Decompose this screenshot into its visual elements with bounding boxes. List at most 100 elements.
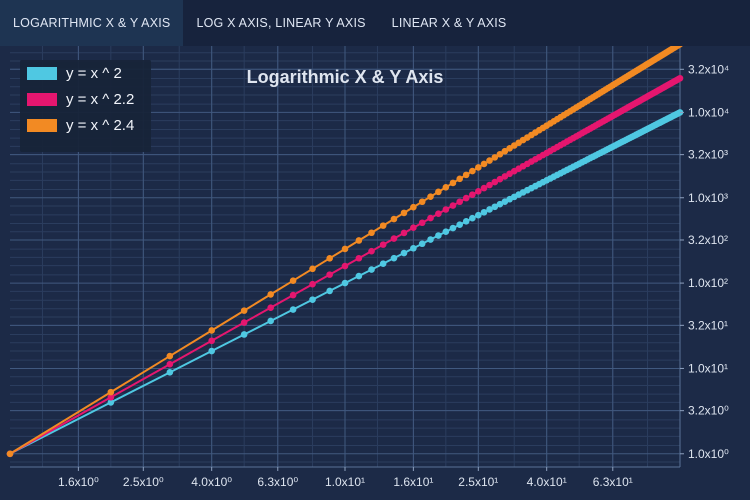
x-tick-label: 6.3x10⁰	[257, 475, 298, 489]
y-tick-label: 3.2x10³	[688, 148, 728, 162]
data-point	[341, 245, 349, 253]
data-point	[486, 157, 493, 164]
data-point	[501, 147, 509, 155]
data-point	[166, 360, 174, 368]
tab-linear-x-y-axis[interactable]: LINEAR X & Y AXIS	[391, 16, 507, 30]
data-point	[469, 191, 476, 198]
x-tick-label: 4.0x10¹	[527, 475, 567, 489]
data-point	[462, 171, 470, 179]
y-tick-label: 3.2x10¹	[688, 318, 728, 332]
data-point	[491, 203, 499, 211]
tab-log-x-linear-y-axis[interactable]: LOG X AXIS, LINEAR Y AXIS	[196, 16, 366, 30]
data-point	[410, 203, 417, 211]
data-point	[435, 210, 442, 217]
chart-title: Logarithmic X & Y Axis	[247, 67, 444, 87]
x-tick-label: 1.0x10¹	[325, 475, 365, 489]
data-point	[496, 150, 504, 158]
data-point	[267, 304, 274, 311]
data-point	[166, 369, 174, 376]
x-tick-label: 1.6x10⁰	[58, 475, 99, 489]
x-tick-label: 4.0x10⁰	[191, 475, 232, 489]
data-point	[267, 317, 274, 325]
data-point	[435, 232, 442, 239]
data-point	[341, 279, 349, 287]
tab-logarithmic-x-y-axis[interactable]: LOGARITHMIC X & Y AXIS	[0, 0, 184, 46]
tab-bar: LOGARITHMIC X & Y AXIS LOG X AXIS, LINEA…	[0, 0, 750, 47]
data-point	[400, 229, 408, 237]
data-point	[208, 347, 215, 355]
data-point	[326, 271, 333, 278]
data-point	[456, 221, 464, 228]
data-point	[355, 254, 363, 262]
legend-swatch-x2	[27, 67, 57, 80]
legend-label-x2-2: y = x ^ 2.2	[66, 91, 135, 108]
legend-item-x2: y = x ^ 2	[20, 61, 151, 86]
data-point	[462, 218, 470, 225]
data-point	[390, 254, 398, 262]
data-point	[309, 280, 316, 288]
data-point	[491, 178, 499, 186]
data-point	[289, 277, 297, 284]
data-point	[240, 319, 248, 326]
data-point	[480, 208, 488, 216]
x-tick-label: 1.6x10¹	[393, 475, 433, 489]
data-point	[107, 388, 115, 396]
data-point	[289, 306, 297, 313]
data-point	[410, 224, 417, 231]
data-point	[475, 164, 482, 171]
legend: y = x ^ 2 y = x ^ 2.2 y = x ^ 2.4	[20, 60, 151, 152]
data-point	[107, 399, 115, 406]
data-point	[368, 247, 375, 255]
y-tick-label: 1.0x10⁴	[688, 105, 729, 119]
data-point	[677, 46, 683, 48]
data-point	[326, 255, 333, 262]
data-point	[469, 167, 476, 175]
data-point	[309, 265, 316, 273]
data-point	[379, 260, 387, 267]
legend-swatch-x2-4	[27, 119, 57, 132]
y-tick-label: 1.0x10⁰	[688, 447, 729, 461]
data-point	[341, 262, 349, 270]
data-point	[456, 175, 464, 183]
data-point	[355, 272, 363, 280]
legend-label-x2-4: y = x ^ 2.4	[66, 117, 135, 134]
data-point	[427, 236, 434, 243]
data-point	[410, 244, 417, 252]
data-point	[309, 296, 316, 303]
data-point	[449, 202, 457, 209]
x-tick-label: 2.5x10⁰	[123, 475, 164, 489]
x-tick-label: 6.3x10¹	[593, 475, 633, 489]
data-point	[208, 337, 215, 345]
legend-label-x2: y = x ^ 2	[66, 65, 122, 82]
data-point	[676, 74, 684, 82]
data-point	[486, 181, 493, 189]
data-point	[491, 154, 499, 161]
data-point	[480, 184, 488, 192]
data-point	[6, 450, 14, 458]
data-point	[435, 188, 442, 196]
data-point	[486, 206, 493, 213]
chart[interactable]: 1.6x10⁰ 2.5x10⁰ 4.0x10⁰ 6.3x10⁰ 1.0x10¹ 1.6x1…	[0, 46, 750, 500]
data-point	[456, 198, 464, 206]
data-point	[480, 160, 488, 168]
data-point	[368, 229, 375, 237]
data-point	[427, 193, 434, 200]
data-point	[496, 175, 504, 183]
data-point	[400, 209, 408, 217]
data-point	[418, 240, 426, 248]
data-point	[418, 219, 426, 227]
data-point	[390, 235, 398, 242]
data-point	[107, 393, 115, 401]
data-point	[418, 198, 426, 206]
data-point	[166, 352, 174, 360]
data-point	[390, 215, 398, 223]
y-tick-label: 3.2x10²	[688, 233, 728, 247]
data-point	[368, 266, 375, 273]
data-point	[208, 327, 215, 334]
data-point	[442, 184, 450, 191]
data-point	[496, 200, 504, 208]
data-point	[469, 214, 476, 222]
data-point	[240, 307, 248, 314]
data-point	[326, 287, 333, 295]
series-points	[6, 46, 684, 458]
